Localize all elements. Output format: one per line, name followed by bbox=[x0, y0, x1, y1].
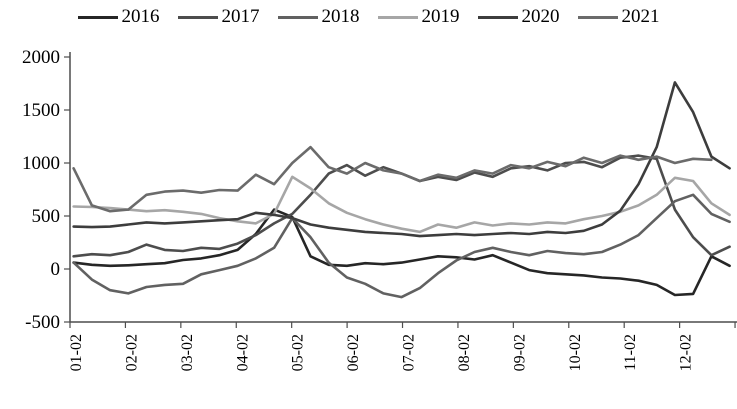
legend-item-2020: 2020 bbox=[477, 6, 560, 28]
y-axis-label: 2000 bbox=[22, 47, 60, 68]
legend-line-swatch-2018 bbox=[277, 15, 318, 19]
series-line-2021 bbox=[72, 145, 713, 213]
legend-line-swatch-2021 bbox=[577, 15, 618, 19]
y-axis-label: 1000 bbox=[22, 153, 60, 174]
x-axis-label: 11-02 bbox=[622, 334, 639, 371]
x-axis-label: 05-02 bbox=[290, 334, 307, 371]
series-line-2017 bbox=[72, 154, 731, 258]
x-axis-label: 07-02 bbox=[401, 334, 418, 371]
y-axis-label: -500 bbox=[25, 312, 60, 333]
x-axis-label: 06-02 bbox=[345, 334, 362, 371]
legend-label-2020: 2020 bbox=[521, 6, 560, 27]
x-axis-label: 12-02 bbox=[678, 334, 695, 371]
legend-item-2019: 2019 bbox=[377, 6, 460, 28]
series-line-2016 bbox=[72, 208, 731, 297]
legend-line-swatch-2020 bbox=[477, 15, 518, 19]
legend-label-2016: 2016 bbox=[121, 6, 160, 27]
x-axis-label: 08-02 bbox=[456, 334, 473, 371]
legend-line-swatch-2019 bbox=[377, 15, 418, 19]
x-axis-label: 04-02 bbox=[234, 334, 251, 371]
legend-item-2021: 2021 bbox=[577, 6, 660, 28]
x-axis-label: 02-02 bbox=[123, 334, 140, 371]
chart-legend: 2016 2017 2018 2019 2020 2021 bbox=[0, 6, 737, 28]
legend-line-swatch-2017 bbox=[177, 15, 218, 19]
legend-item-2018: 2018 bbox=[277, 6, 360, 28]
legend-label-2018: 2018 bbox=[321, 6, 360, 27]
x-axis-label: 10-02 bbox=[567, 334, 584, 371]
y-axis-label: 500 bbox=[32, 206, 61, 227]
legend-line-swatch-2016 bbox=[77, 15, 118, 19]
x-axis-label: 09-02 bbox=[511, 334, 528, 371]
legend-label-2021: 2021 bbox=[621, 6, 660, 27]
legend-label-2017: 2017 bbox=[221, 6, 260, 27]
series-line-2020 bbox=[72, 81, 731, 238]
legend-label-2019: 2019 bbox=[421, 6, 460, 27]
y-axis-label: 0 bbox=[51, 259, 61, 280]
series-line-2018 bbox=[72, 193, 731, 299]
x-axis-label: 03-02 bbox=[179, 334, 196, 371]
x-axis-label: 01-02 bbox=[68, 334, 85, 371]
y-axis-label: 1500 bbox=[22, 100, 60, 121]
legend-item-2016: 2016 bbox=[77, 6, 160, 28]
legend-item-2017: 2017 bbox=[177, 6, 260, 28]
